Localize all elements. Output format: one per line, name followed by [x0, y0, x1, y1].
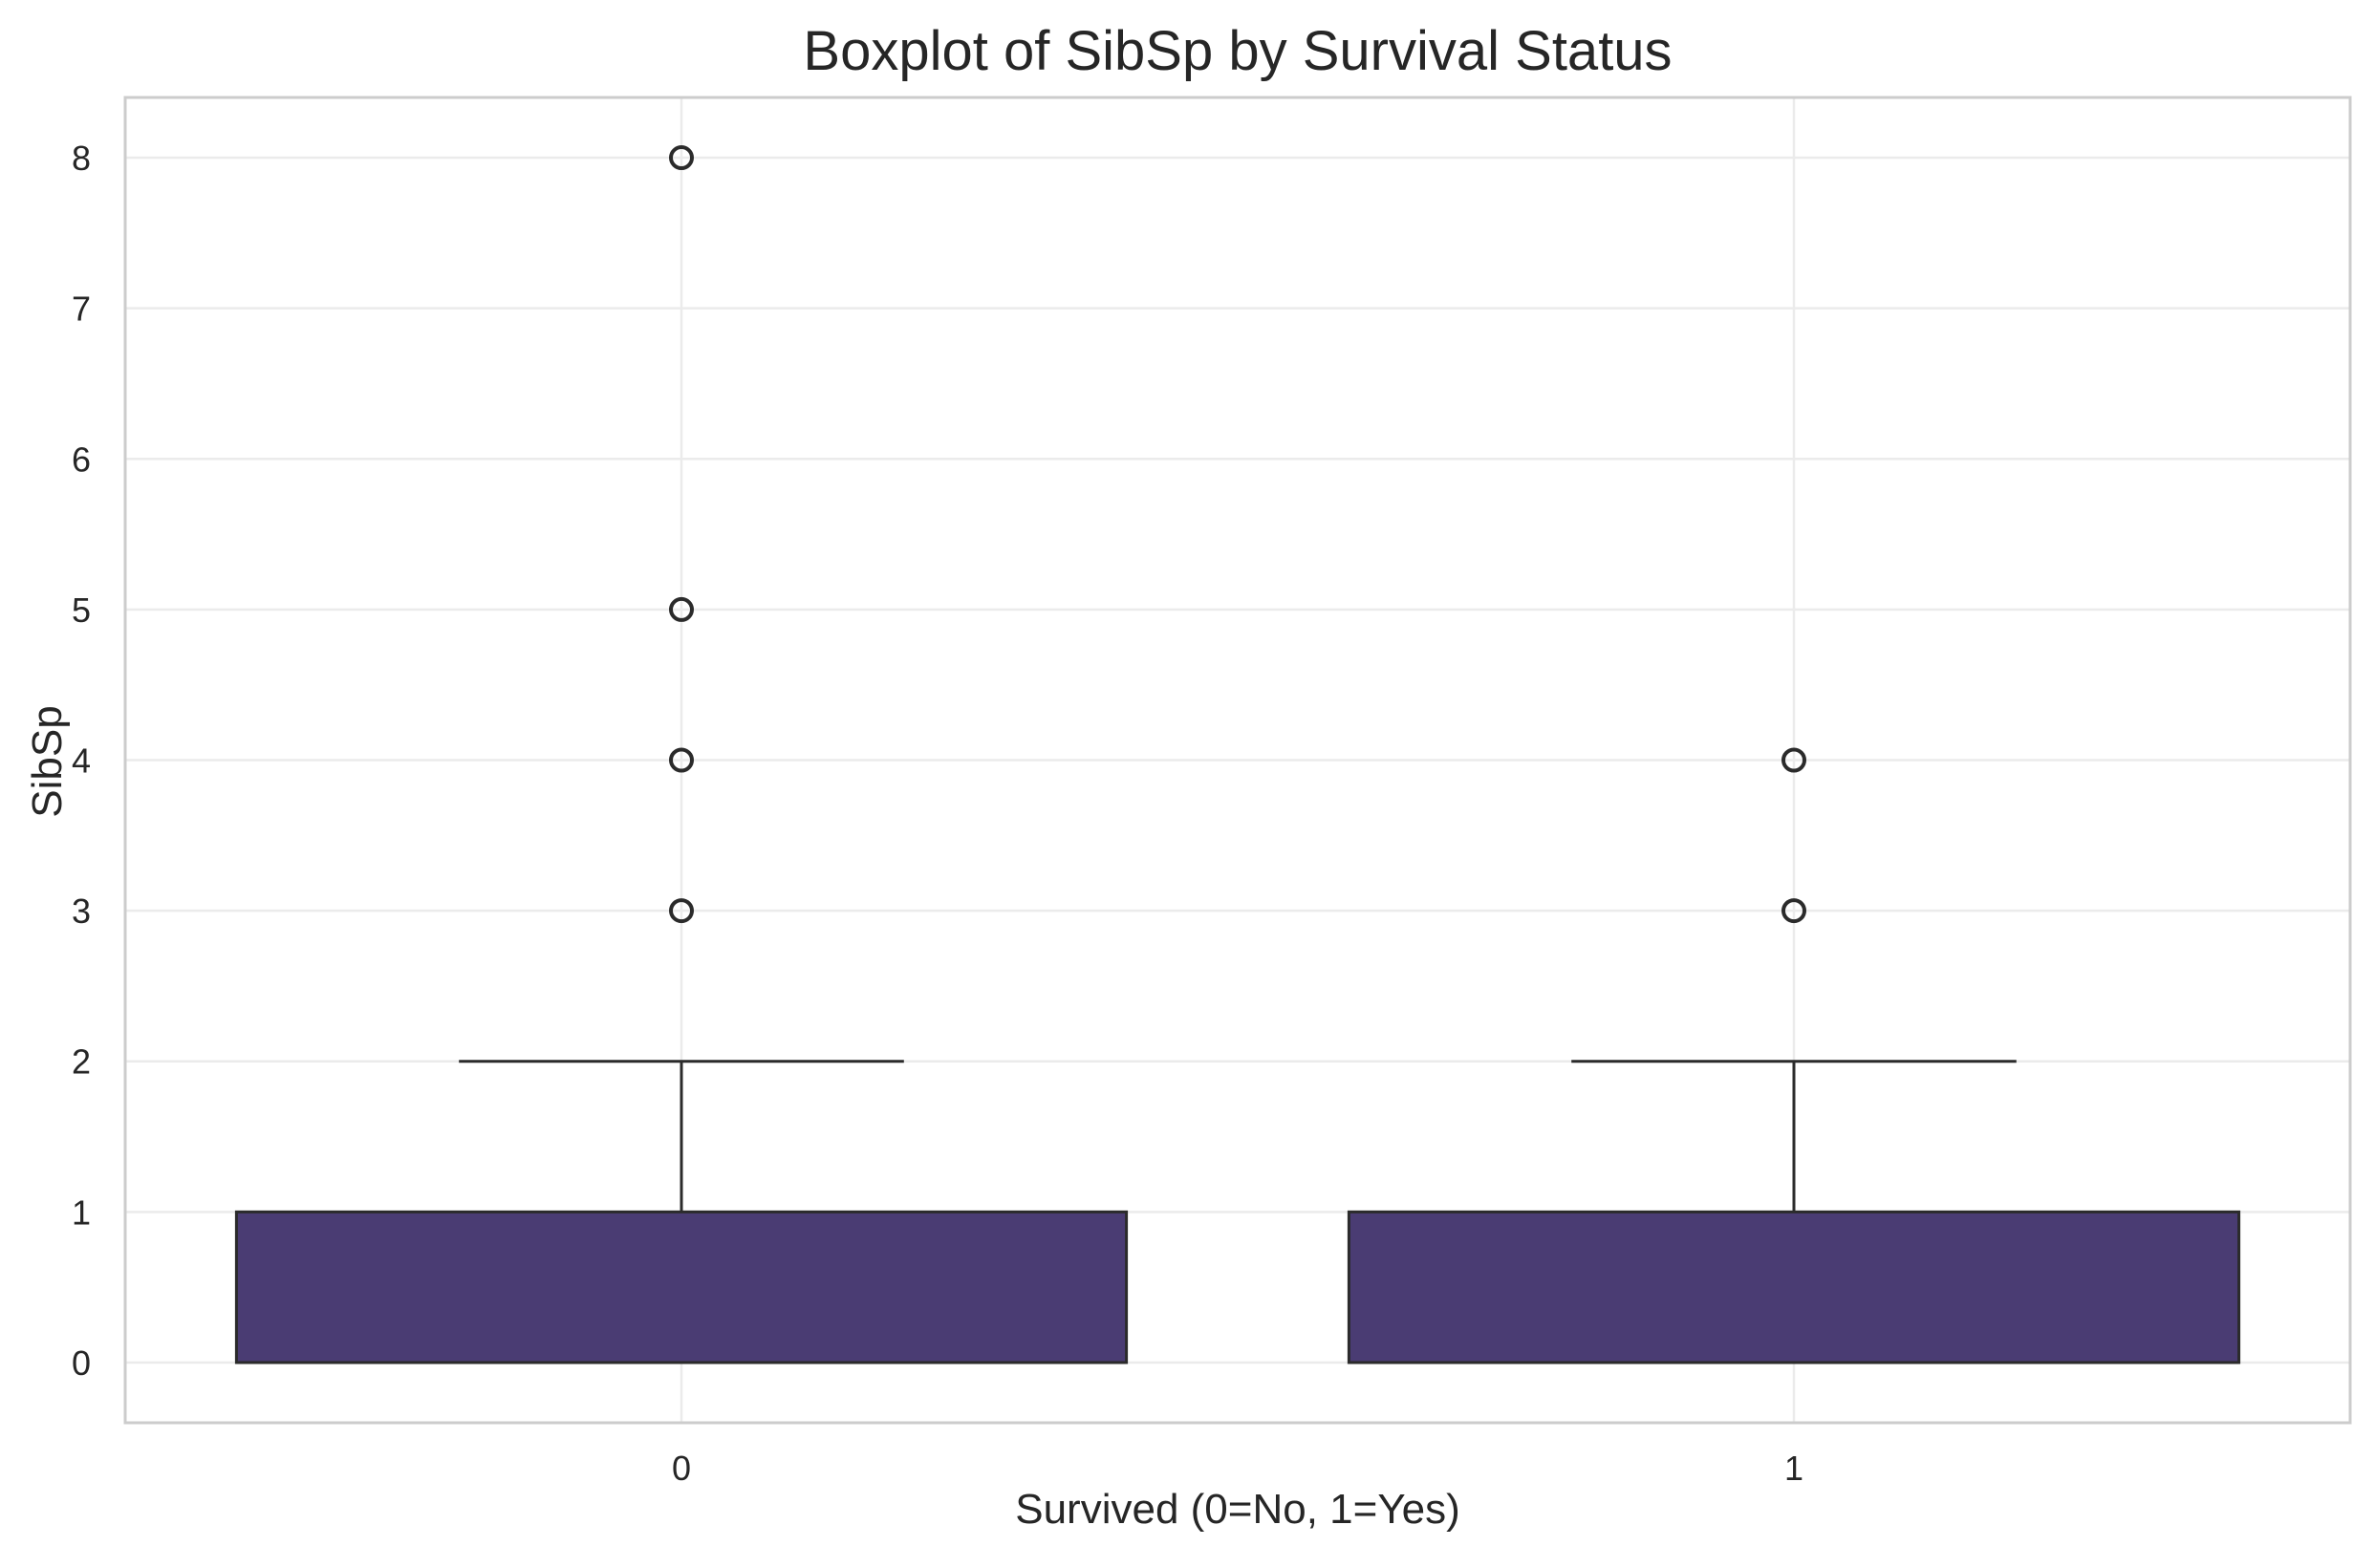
y-tick-label: 0: [72, 1343, 91, 1383]
x-tick-label: 1: [1784, 1449, 1803, 1488]
y-tick-label: 7: [72, 290, 91, 329]
outlier-point: [669, 145, 694, 171]
outlier-point: [1781, 898, 1806, 924]
chart-title: Boxplot of SibSp by Survival Status: [803, 20, 1672, 82]
outlier-point: [669, 747, 694, 773]
box-group-0: [234, 145, 1129, 1364]
plot-frame: [123, 96, 2352, 1425]
y-tick-label: 3: [72, 891, 91, 931]
y-tick-label: 1: [72, 1192, 91, 1232]
box-iqr: [1347, 1210, 2241, 1364]
outlier-point: [669, 898, 694, 924]
tick-labels: 0 1 2 3 4 5 6 7 8 0 1: [72, 139, 1803, 1488]
boxes: [234, 145, 2241, 1364]
x-tick-label: 0: [672, 1449, 691, 1488]
box-iqr: [234, 1210, 1129, 1364]
y-tick-label: 8: [72, 139, 91, 178]
y-tick-label: 4: [72, 741, 91, 781]
y-axis-label: SibSp: [24, 705, 71, 817]
y-tick-label: 2: [72, 1042, 91, 1082]
x-axis-label: Survived (0=No, 1=Yes): [1015, 1486, 1460, 1533]
box-group-1: [1347, 747, 2241, 1364]
y-tick-label: 5: [72, 591, 91, 630]
outlier-point: [1781, 747, 1806, 773]
y-tick-label: 6: [72, 440, 91, 479]
outlier-point: [669, 596, 694, 622]
